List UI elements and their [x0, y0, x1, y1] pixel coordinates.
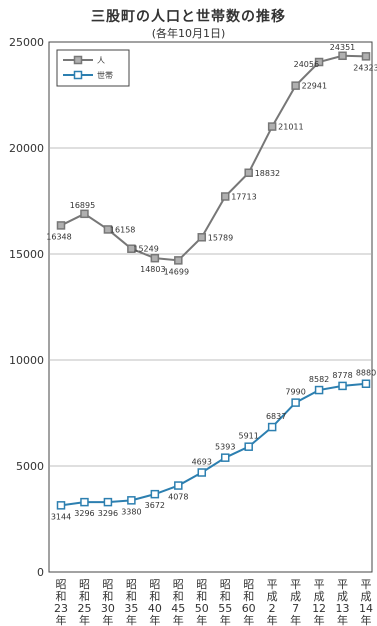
- data-label: 8582: [309, 375, 329, 384]
- data-point: [244, 442, 253, 451]
- data-point: [267, 422, 277, 432]
- data-point: [56, 501, 66, 510]
- data-point: [103, 225, 113, 234]
- data-point: [197, 468, 207, 477]
- data-label: 22941: [302, 82, 327, 91]
- x-tick-label: 昭和 25 年: [77, 578, 91, 626]
- series-line: [60, 382, 367, 507]
- data-label: 18832: [255, 169, 280, 178]
- chart-title: 三股町の人口と世帯数の推移: [91, 9, 286, 25]
- data-point: [314, 57, 324, 67]
- data-label: 16158: [110, 225, 135, 234]
- data-point: [220, 453, 230, 462]
- data-point: [244, 168, 253, 178]
- data-point: [174, 481, 183, 490]
- x-tick-label: 平成 13 年: [336, 578, 350, 626]
- y-tick-label: 25000: [9, 36, 44, 49]
- data-point: [127, 496, 136, 505]
- y-tick-label: 10000: [9, 354, 44, 367]
- data-point: [103, 497, 113, 507]
- x-tick-label: 平成 12 年: [312, 578, 326, 626]
- legend-marker: [73, 55, 83, 65]
- data-label: 24056: [294, 60, 319, 69]
- data-label: 3144: [51, 512, 71, 521]
- data-point: [314, 385, 324, 395]
- data-point: [267, 122, 277, 131]
- y-tick-label: 5000: [16, 460, 44, 473]
- x-tick-label: 昭和 45 年: [171, 578, 185, 626]
- plot-frame: [48, 41, 373, 573]
- data-point: [150, 253, 160, 263]
- x-tick-label: 昭和 35 年: [124, 578, 138, 626]
- data-label: 5911: [239, 432, 259, 441]
- data-label: 3296: [98, 509, 118, 518]
- data-point: [80, 497, 89, 507]
- data-label: 3380: [121, 507, 141, 516]
- x-tick-label: 平成 14 年: [359, 578, 373, 626]
- x-tick-label: 平成 2 年: [267, 578, 278, 626]
- data-point: [291, 398, 300, 407]
- data-label: 14699: [164, 267, 189, 276]
- data-label: 4078: [168, 493, 188, 502]
- data-label: 3672: [145, 501, 165, 510]
- data-label: 4693: [192, 458, 212, 467]
- data-label: 24351: [330, 43, 355, 52]
- x-tick-label: 平成 7 年: [290, 578, 301, 626]
- legend-label: 世帯: [97, 70, 113, 80]
- legend-marker: [73, 70, 83, 80]
- data-point: [197, 233, 207, 242]
- data-label: 5393: [215, 443, 235, 452]
- data-label: 15789: [208, 233, 233, 242]
- data-point: [361, 52, 371, 61]
- chart-subtitle: (各年10月1日): [151, 27, 226, 40]
- data-label: 6837: [266, 412, 286, 421]
- data-point: [338, 381, 347, 391]
- x-tick-label: 昭和 60 年: [242, 578, 256, 626]
- x-tick-label: 昭和 23 年: [54, 578, 68, 626]
- data-label: 21011: [278, 123, 303, 132]
- data-point: [127, 244, 136, 253]
- legend: 人世帯: [56, 49, 130, 87]
- x-tick-label: 昭和 40 年: [148, 578, 162, 626]
- data-point: [56, 221, 66, 230]
- legend-box: [56, 49, 130, 87]
- y-tick-label: 0: [37, 566, 44, 579]
- data-point: [361, 379, 371, 388]
- x-tick-label: 昭和 50 年: [195, 578, 209, 626]
- data-point: [174, 256, 183, 265]
- y-tick-label: 15000: [9, 248, 44, 261]
- data-label: 16895: [70, 201, 95, 210]
- data-label: 15249: [133, 245, 158, 254]
- legend-label: 人: [97, 56, 105, 65]
- y-tick-label: 20000: [9, 142, 44, 155]
- data-point: [220, 192, 230, 201]
- data-label: 7990: [285, 388, 305, 397]
- x-tick-label: 昭和 30 年: [101, 578, 115, 626]
- data-label: 17713: [231, 192, 256, 201]
- data-label: 16348: [46, 232, 71, 241]
- data-label: 24323: [353, 63, 377, 72]
- data-point: [291, 81, 300, 90]
- data-label: 14803: [140, 265, 165, 274]
- data-label: 3296: [74, 509, 94, 518]
- data-point: [80, 209, 89, 219]
- data-label: 8778: [332, 371, 352, 380]
- x-tick-label: 昭和 55 年: [218, 578, 232, 626]
- data-label: 8880: [356, 369, 376, 378]
- data-point: [150, 489, 160, 499]
- series-1: 3144 3296 3296 3380367240784693539359116837…: [51, 369, 376, 522]
- data-point: [338, 51, 347, 61]
